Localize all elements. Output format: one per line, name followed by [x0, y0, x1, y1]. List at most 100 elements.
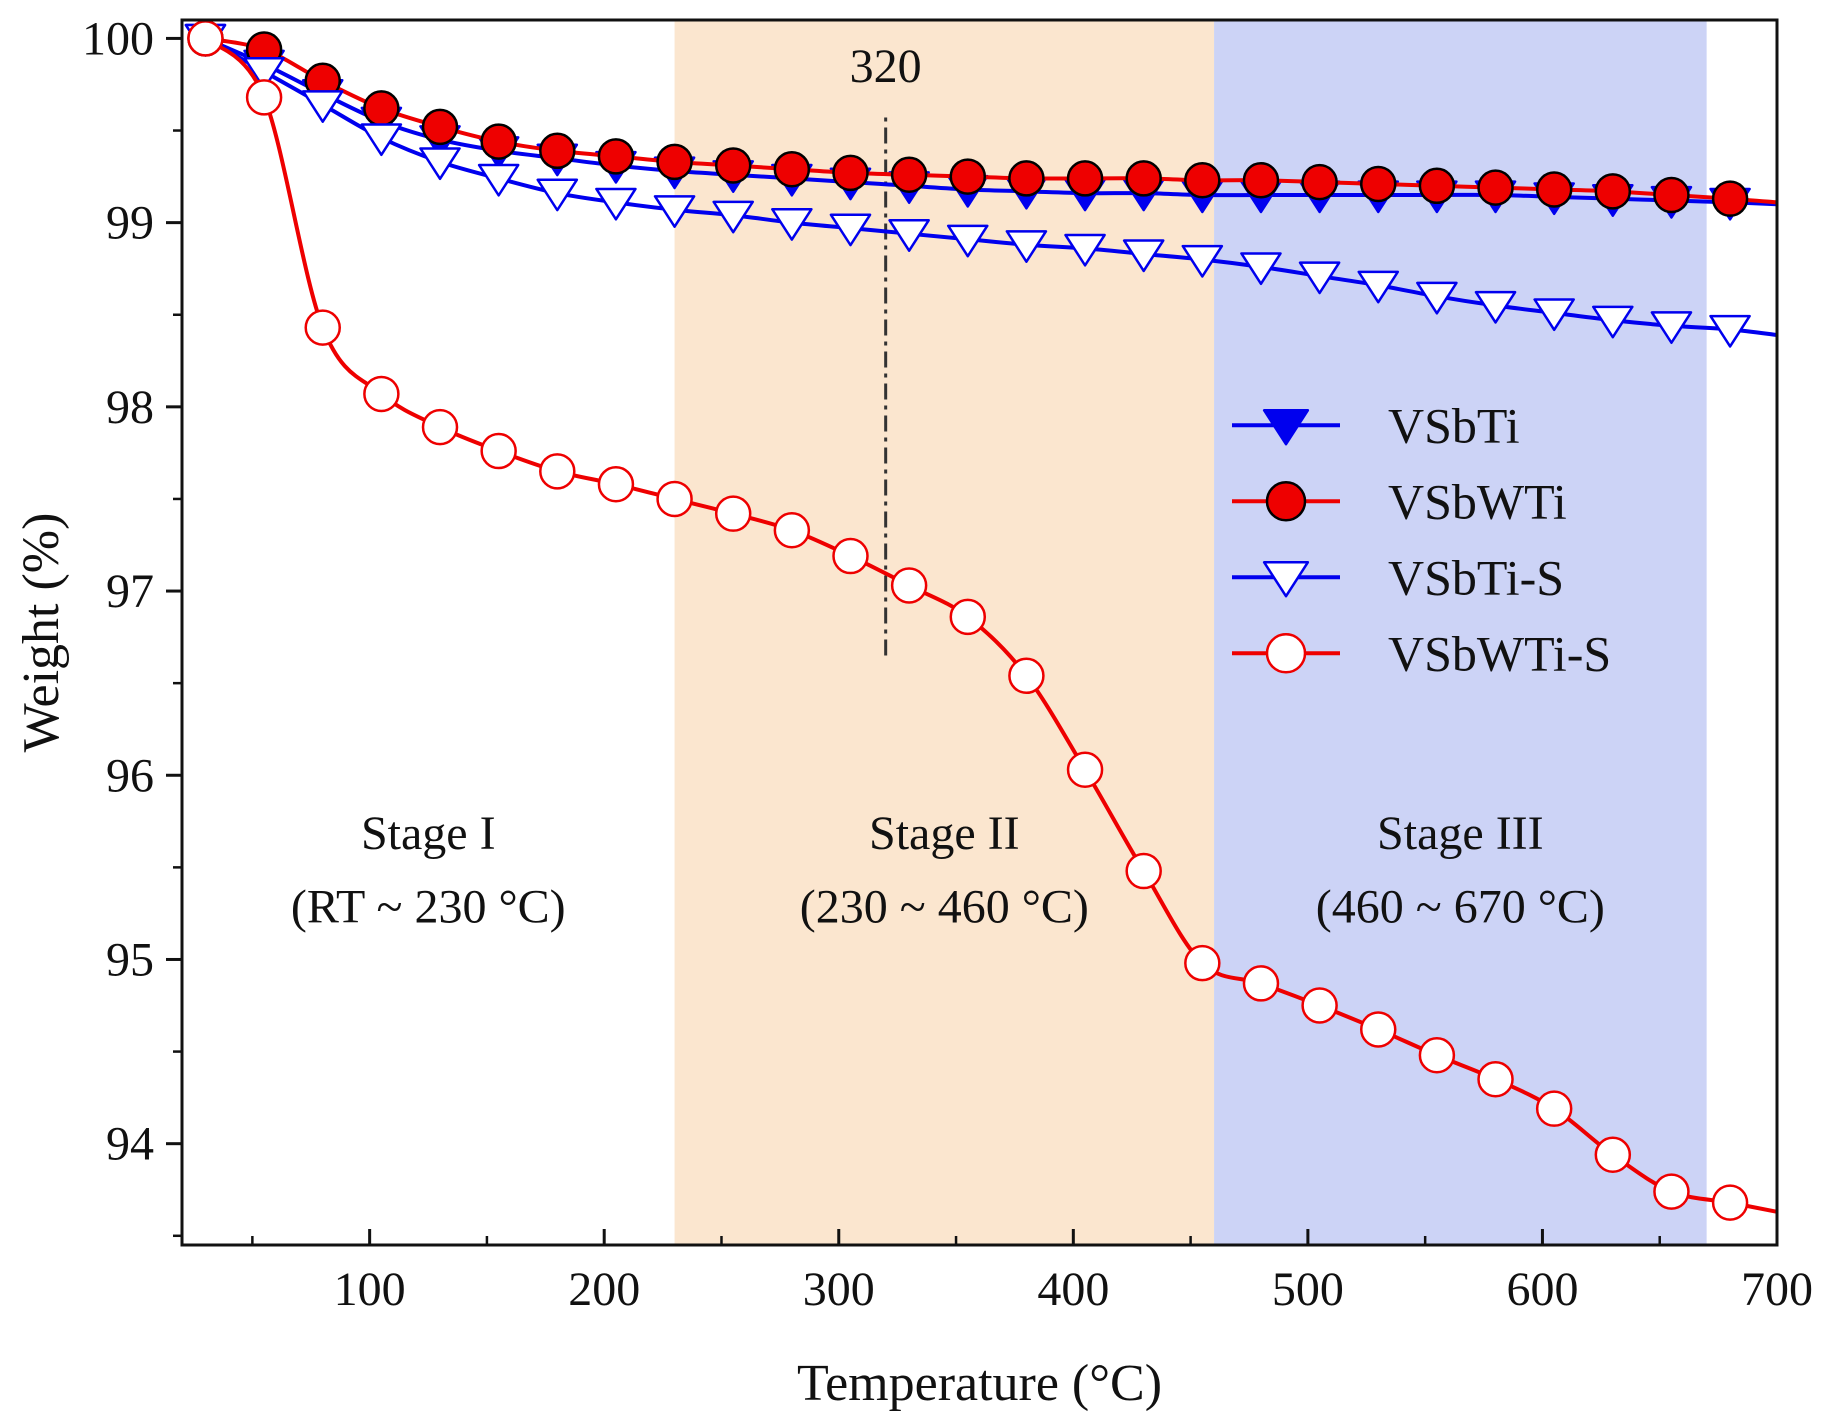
point-VSbTi-S-155: [477, 163, 520, 197]
line-VSbTi: [204, 36, 1778, 207]
x-tick-label-700: 700: [1741, 1263, 1813, 1316]
point-VSbWTi-S-255: [714, 495, 752, 532]
point-VSbWTi-S-230: [656, 480, 693, 518]
x-tick-label-300: 300: [803, 1263, 875, 1316]
y-tick-label-95: 95: [106, 933, 154, 986]
y-tick-label-96: 96: [106, 749, 154, 802]
x-tick-label-100: 100: [334, 1263, 406, 1316]
point-VSbWTi-S-630: [1594, 1136, 1632, 1173]
temperature-320-marker: 320: [850, 40, 922, 656]
region-stage-3: [1214, 20, 1707, 1245]
point-VSbWTi-S-405: [1066, 751, 1104, 788]
series-VSbWTi-S: [187, 20, 1778, 1221]
point-VSbTi-S-430: [1122, 239, 1165, 273]
point-VSbWTi-530: [1360, 165, 1397, 203]
point-VSbTi-S-280: [771, 207, 813, 241]
point-VSbWTi-655: [1653, 176, 1690, 214]
point-VSbWTi-S-30: [187, 20, 224, 57]
point-VSbWTi-605: [1535, 171, 1573, 208]
point-VSbTi-S-205: [595, 187, 637, 221]
point-VSbWTi-S-180: [539, 453, 576, 490]
point-VSbTi-S-580: [1474, 290, 1517, 324]
x-tick-label-200: 200: [568, 1263, 640, 1316]
point-VSbWTi-130: [421, 108, 459, 146]
y-tick-label-100: 100: [82, 12, 154, 65]
point-VSbWTi-S-680: [1711, 1184, 1749, 1221]
point-VSbWTi-S-605: [1535, 1090, 1573, 1127]
legend-marker-VSbWTi-S: [1265, 633, 1307, 674]
point-VSbWTi-S-530: [1360, 1011, 1397, 1048]
legend-marker-VSbTi: [1262, 409, 1310, 446]
point-VSbWTi-S-130: [421, 408, 459, 446]
point-VSbTi-S-180: [536, 178, 579, 212]
y-tick-label-98: 98: [106, 381, 154, 434]
point-VSbWTi-330: [890, 156, 928, 193]
point-VSbWTi-480: [1242, 162, 1280, 199]
stage-range-3: (460 ~ 670 °C): [1316, 881, 1605, 934]
point-VSbWTi-380: [1008, 160, 1045, 197]
point-VSbWTi-S-155: [480, 432, 517, 470]
stage-title-3: Stage III: [1377, 807, 1544, 860]
marker-label-320: 320: [850, 40, 922, 93]
plot-border: [180, 18, 1779, 1247]
point-VSbWTi-155: [480, 123, 517, 160]
stage-title-2: Stage II: [869, 807, 1020, 860]
point-VSbWTi-555: [1418, 167, 1456, 205]
point-VSbTi-S-530: [1357, 270, 1400, 304]
legend-marker-VSbWTi: [1265, 481, 1307, 522]
legend-label-VSbTi: VSbTi: [1388, 397, 1520, 453]
y-tick-label-94: 94: [106, 1118, 154, 1171]
point-VSbWTi-S-455: [1184, 944, 1221, 982]
point-VSbTi-S-380: [1005, 230, 1048, 263]
point-VSbTi-S-55: [243, 56, 285, 90]
point-VSbWTi-S-655: [1653, 1173, 1690, 1210]
point-VSbTi-S-255: [712, 200, 755, 234]
point-VSbTi-S-355: [946, 224, 989, 258]
region-stage-2: [674, 20, 1215, 1245]
y-tick-label-99: 99: [106, 197, 154, 250]
point-VSbWTi-S-280: [773, 512, 811, 549]
point-VSbTi-S-80: [301, 90, 344, 123]
x-tick-label-500: 500: [1272, 1263, 1344, 1316]
point-VSbWTi-180: [539, 132, 576, 170]
point-VSbWTi-S-80: [304, 309, 341, 346]
x-tick-label-600: 600: [1506, 1263, 1578, 1316]
point-VSbWTi-S-555: [1418, 1037, 1456, 1074]
point-VSbWTi-355: [949, 158, 987, 195]
point-VSbWTi-S-105: [363, 375, 400, 413]
point-VSbWTi-255: [714, 147, 752, 184]
point-VSbWTi-S-505: [1301, 987, 1338, 1024]
point-VSbWTi-S-430: [1125, 852, 1162, 890]
point-VSbTi-S-230: [653, 195, 696, 228]
stage-range-1: (RT ~ 230 °C): [291, 881, 566, 934]
point-VSbWTi-455: [1184, 162, 1221, 199]
point-VSbTi-S-305: [829, 213, 872, 247]
legend-marker-VSbTi-S: [1262, 561, 1310, 598]
point-VSbWTi-S-355: [949, 598, 987, 636]
series-VSbWTi: [187, 20, 1778, 217]
point-VSbWTi-630: [1594, 173, 1632, 210]
point-VSbWTi-230: [656, 143, 693, 181]
point-VSbWTi-280: [773, 150, 811, 188]
point-VSbWTi-S-580: [1477, 1060, 1514, 1098]
point-VSbWTi-205: [597, 138, 635, 175]
line-VSbTi-S: [204, 36, 1778, 337]
point-VSbTi-S-455: [1181, 244, 1224, 278]
point-VSbTi-S-630: [1592, 305, 1634, 339]
x-axis-title: Temperature (°C): [797, 1355, 1162, 1412]
point-VSbTi-S-505: [1298, 261, 1341, 295]
point-VSbWTi-S-205: [597, 465, 635, 503]
point-VSbWTi-680: [1711, 180, 1749, 217]
point-VSbWTi-580: [1477, 169, 1514, 206]
point-VSbTi-S-680: [1709, 314, 1751, 348]
point-VSbWTi-505: [1301, 163, 1338, 201]
point-VSbWTi-305: [832, 154, 869, 192]
stage-title-1: Stage I: [361, 807, 496, 860]
legend: VSbTi VSbWTi VSbTi-S VSbWTi-S: [1232, 397, 1611, 681]
legend-label-VSbTi-S: VSbTi-S: [1388, 549, 1564, 605]
point-VSbTi-S-605: [1533, 298, 1575, 332]
point-VSbWTi-S-55: [245, 79, 283, 116]
data-series: [184, 20, 1778, 1221]
point-VSbWTi-S-305: [832, 537, 869, 575]
